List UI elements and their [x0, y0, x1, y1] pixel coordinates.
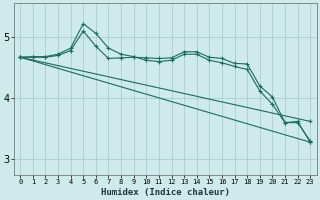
X-axis label: Humidex (Indice chaleur): Humidex (Indice chaleur) [101, 188, 230, 197]
